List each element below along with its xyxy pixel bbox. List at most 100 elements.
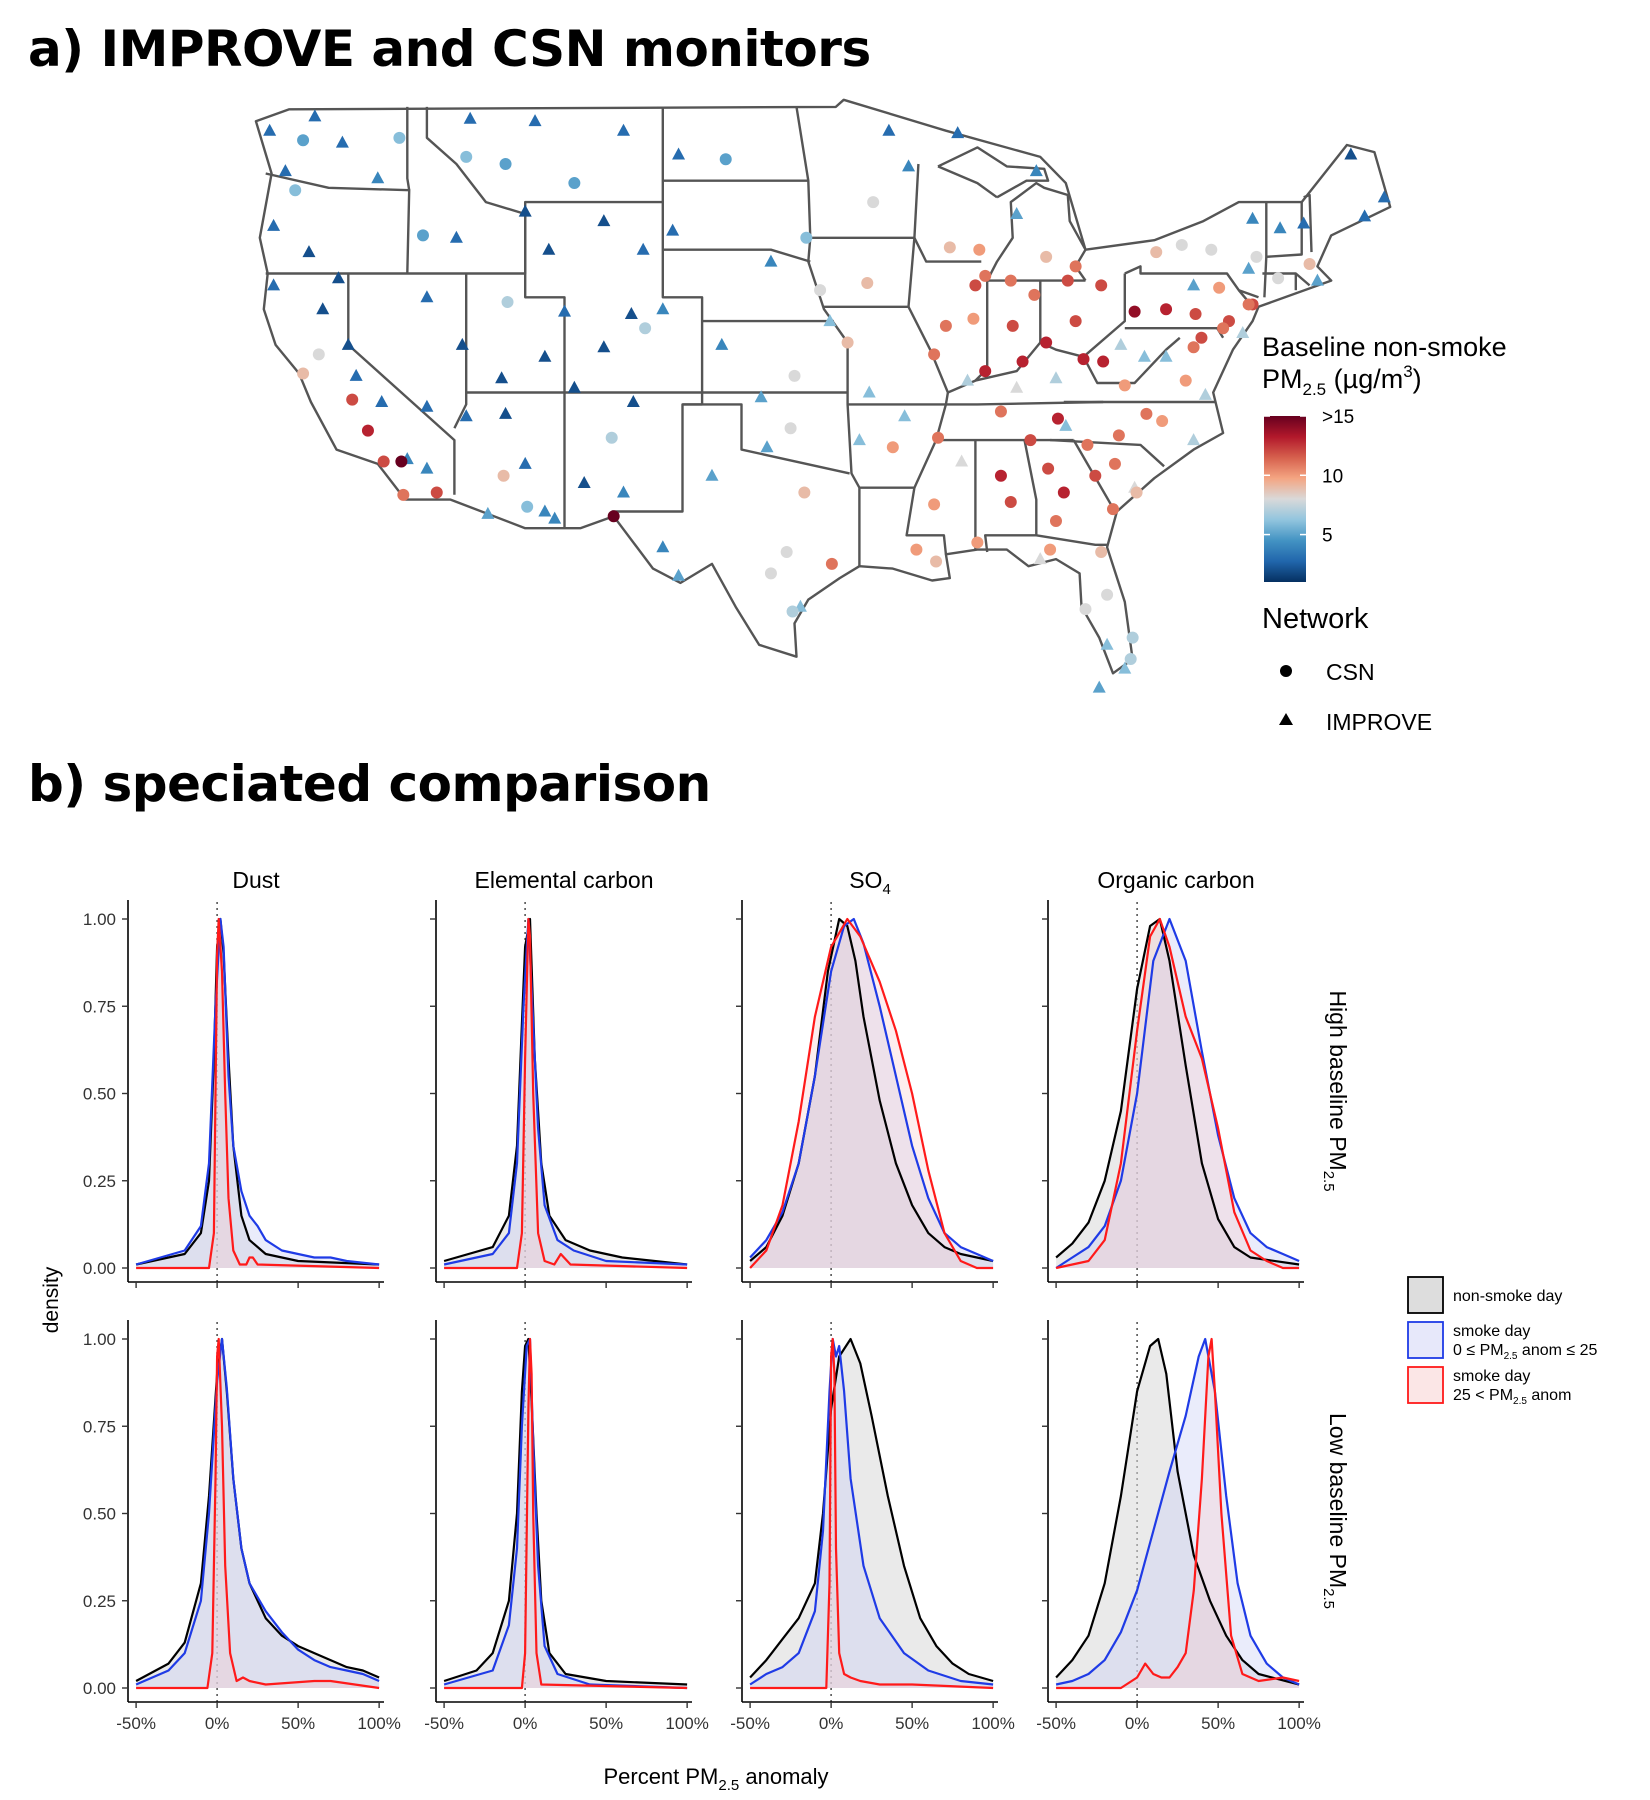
csn-monitor xyxy=(1250,250,1263,263)
improve-monitor xyxy=(316,302,330,315)
legend-label: smoke day xyxy=(1453,1368,1530,1385)
csn-monitor xyxy=(377,455,390,468)
csn-monitor xyxy=(969,279,982,292)
csn-monitor xyxy=(1089,469,1102,482)
improve-monitor xyxy=(626,395,640,408)
csn-monitor xyxy=(297,134,310,147)
csn-monitor xyxy=(994,469,1007,482)
improve-monitor xyxy=(463,111,477,124)
colorbar-ticks: >15 10 5 xyxy=(1264,407,1354,547)
facet-panel: -50% 0% 50% 100% xyxy=(1036,1320,1321,1733)
improve-monitor xyxy=(823,314,837,327)
y-axis-title: density xyxy=(40,1266,63,1333)
density-area xyxy=(444,1339,688,1688)
improve-monitor xyxy=(1100,637,1114,650)
y-tick-label: 0.25 xyxy=(83,1172,116,1191)
monitor-points xyxy=(263,109,1391,693)
csn-monitor xyxy=(1150,246,1163,259)
improve-monitor xyxy=(1010,207,1024,219)
density-line xyxy=(135,917,380,1266)
csn-monitor xyxy=(1051,412,1064,425)
state-border xyxy=(425,106,526,216)
density-area xyxy=(1056,1339,1300,1688)
density-area xyxy=(750,1339,994,1688)
improve-monitor xyxy=(375,395,389,408)
improve-monitor xyxy=(882,123,896,136)
improve-monitor xyxy=(656,302,670,315)
csn-monitor xyxy=(1004,274,1017,287)
improve-monitor xyxy=(624,306,638,319)
improve-monitor xyxy=(715,337,729,350)
state-boundaries xyxy=(254,98,1392,675)
improve-monitor xyxy=(636,242,650,255)
x-tick-label: 0% xyxy=(205,1714,230,1733)
improve-monitor xyxy=(1310,273,1324,286)
y-tick-label: 1.00 xyxy=(83,910,116,929)
density-area xyxy=(444,1339,688,1688)
upper-peninsula-shore xyxy=(937,146,1050,199)
improve-monitor xyxy=(1118,661,1132,674)
improve-monitor xyxy=(499,406,513,419)
csn-monitor xyxy=(395,455,408,468)
state-border xyxy=(524,214,566,529)
csn-monitor xyxy=(780,545,793,558)
density-line xyxy=(749,1337,994,1683)
state-border xyxy=(907,306,950,489)
x-tick-label: 100% xyxy=(1277,1714,1320,1733)
state-border xyxy=(1266,202,1303,258)
csn-monitor xyxy=(1061,274,1074,287)
improve-monitor xyxy=(538,504,552,517)
csn-monitor xyxy=(1069,260,1082,273)
csn-monitor xyxy=(861,277,874,290)
improve-monitor xyxy=(597,340,611,353)
improve-monitor xyxy=(764,254,778,267)
state-border xyxy=(1036,534,1108,546)
improve-monitor xyxy=(278,164,292,177)
csn-monitor xyxy=(1095,545,1108,558)
csn-monitor xyxy=(1187,341,1200,354)
csn-monitor xyxy=(1130,486,1143,499)
improve-monitor xyxy=(495,371,509,384)
colorbar-tick-label: 5 xyxy=(1322,526,1333,547)
csn-monitor xyxy=(1126,631,1139,644)
improve-monitor xyxy=(1344,147,1358,160)
x-tick-label: 50% xyxy=(281,1714,315,1733)
csn-monitor xyxy=(497,469,510,482)
improve-monitor xyxy=(1377,190,1391,203)
improve-monitor xyxy=(420,399,434,412)
improve-monitor xyxy=(898,409,912,422)
improve-monitor xyxy=(1033,552,1047,565)
csn-monitor xyxy=(798,486,811,499)
improve-monitor xyxy=(420,461,434,474)
csn-monitor xyxy=(1242,298,1255,311)
legend-key xyxy=(1407,1321,1444,1359)
y-tick-label: 0.50 xyxy=(83,1085,116,1104)
csn-monitor xyxy=(814,284,827,297)
density-line xyxy=(135,917,380,1266)
improve-monitor xyxy=(1242,261,1256,274)
density-area xyxy=(444,1339,688,1688)
csn-monitor xyxy=(1004,495,1017,508)
improve-monitor xyxy=(951,126,965,139)
csn-monitor xyxy=(397,488,410,501)
csn-monitor xyxy=(939,319,952,332)
csn-monitor xyxy=(297,367,310,380)
csn-monitor xyxy=(1272,272,1285,285)
csn-monitor xyxy=(521,500,534,513)
csn-monitor xyxy=(786,605,799,618)
csn-monitor xyxy=(825,557,838,570)
improve-monitor xyxy=(518,456,532,469)
x-tick-label: 100% xyxy=(665,1714,708,1733)
us-monitor-map xyxy=(254,98,1392,693)
improve-monitor xyxy=(481,506,495,519)
state-border xyxy=(347,273,456,495)
csn-monitor xyxy=(1112,429,1125,442)
y-tick-label: 0.00 xyxy=(83,1259,116,1278)
csn-monitor xyxy=(971,536,984,549)
density-line xyxy=(750,1337,994,1690)
facet-panel: 0.00 0.25 0.50 0.75 1.00 xyxy=(83,900,384,1288)
improve-monitor xyxy=(617,485,631,498)
improve-monitor xyxy=(263,123,277,136)
csn-monitor xyxy=(1042,462,1055,475)
density-area xyxy=(750,919,994,1268)
